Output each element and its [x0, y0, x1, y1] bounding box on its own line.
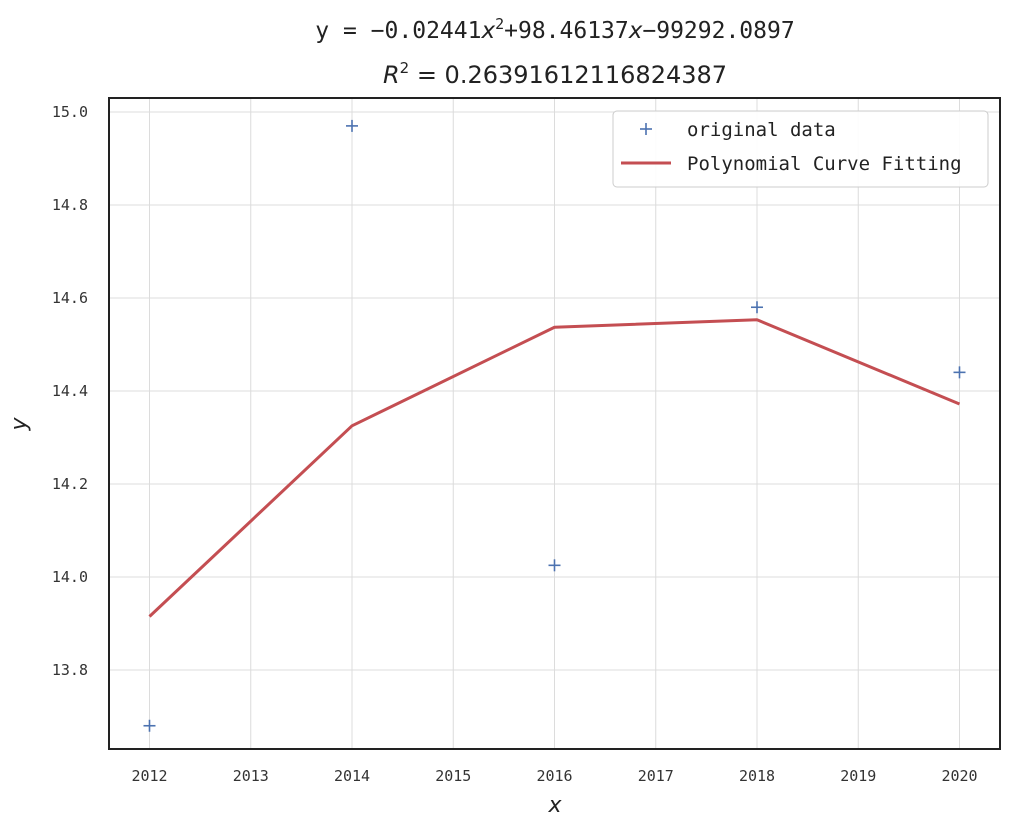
y-tick-label: 14.4: [52, 382, 88, 400]
x-tick-label: 2013: [233, 767, 269, 785]
y-axis-label: y: [7, 417, 32, 432]
data-point-original-data: [548, 559, 561, 572]
x-tick-label: 2016: [536, 767, 572, 785]
axes-frame: [108, 97, 1001, 750]
y-tick-label: 14.8: [52, 196, 88, 214]
legend-plus-marker: [640, 123, 652, 135]
x-tick-label: 2014: [334, 767, 370, 785]
legend: original data Polynomial Curve Fitting: [612, 110, 989, 188]
legend-box: [612, 110, 989, 188]
y-tick-label: 15.0: [52, 103, 88, 121]
plot-series: [143, 119, 966, 732]
data-point-original-data: [346, 119, 358, 132]
chart-subtitle: R2 = 0.26391612116824387: [383, 59, 727, 89]
y-tick-label: 13.8: [52, 661, 88, 679]
series-line-polynomial-curve-fitting: [148, 318, 961, 618]
title-prefix: y = −0.02441: [315, 18, 481, 44]
title-var2: x: [628, 18, 643, 44]
legend-label-original-data: original data: [687, 119, 836, 141]
legend-marker-original-data: [640, 123, 652, 135]
y-ticks: 13.8 14.0 14.2 14.4 14.6 14.8 15.0: [52, 103, 88, 679]
subtitle-var: R: [383, 61, 400, 89]
subtitle-rest: = 0.26391612116824387: [409, 61, 727, 89]
x-tick-label: 2020: [941, 767, 977, 785]
data-point-original-data: [143, 719, 156, 732]
data-point-original-data: [953, 366, 966, 379]
x-ticks: 2012 2013 2014 2015 2016 2017 2018 2019 2020: [131, 767, 977, 785]
x-tick-label: 2019: [840, 767, 876, 785]
title-var1: x: [480, 18, 495, 44]
grid: [109, 98, 1000, 749]
y-tick-label: 14.2: [52, 475, 88, 493]
title-middle: +98.46137: [504, 18, 629, 44]
data-point-original-data: [751, 301, 763, 314]
x-tick-label: 2018: [739, 767, 775, 785]
x-tick-label: 2015: [435, 767, 471, 785]
x-tick-label: 2017: [638, 767, 674, 785]
x-axis-label: x: [547, 793, 562, 818]
subtitle-sup: 2: [400, 59, 410, 77]
title-suffix: −99292.0897: [642, 18, 794, 44]
title-sup1: 2: [495, 15, 504, 33]
y-tick-label: 14.0: [52, 568, 88, 586]
chart-title: y = −0.02441x2+98.46137x−99292.0897: [315, 15, 794, 44]
legend-label-curve: Polynomial Curve Fitting: [687, 153, 962, 175]
x-tick-label: 2012: [131, 767, 167, 785]
y-tick-label: 14.6: [52, 289, 88, 307]
